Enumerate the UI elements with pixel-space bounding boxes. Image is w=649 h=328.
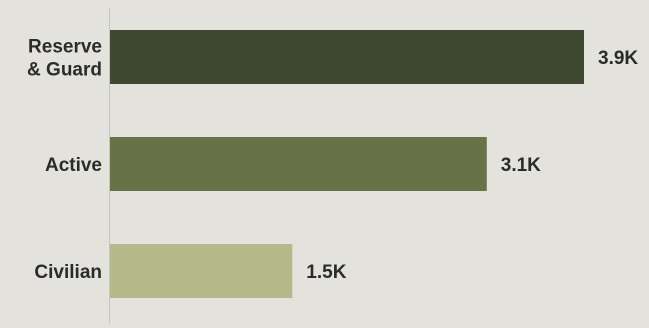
category-label-2: Civilian — [34, 262, 102, 283]
value-label-1: 3.1K — [501, 155, 541, 176]
value-label-0: 3.9K — [598, 48, 638, 69]
category-label-line: Civilian — [34, 262, 102, 283]
bar-1 — [110, 137, 487, 191]
value-label-2: 1.5K — [306, 262, 346, 283]
category-labels-group: Reserve & Guard Active Civilian — [27, 37, 102, 284]
value-labels-group: 3.9K 3.1K 1.5K — [306, 48, 638, 283]
bar-2 — [110, 244, 293, 298]
category-label-1: Active — [45, 155, 102, 176]
category-label-line: & Guard — [27, 60, 102, 81]
category-label-line: Reserve — [28, 37, 102, 58]
category-label-0: Reserve & Guard — [27, 37, 102, 81]
bar-0 — [110, 30, 584, 84]
category-label-line: Active — [45, 155, 102, 176]
bars-group — [110, 30, 584, 298]
